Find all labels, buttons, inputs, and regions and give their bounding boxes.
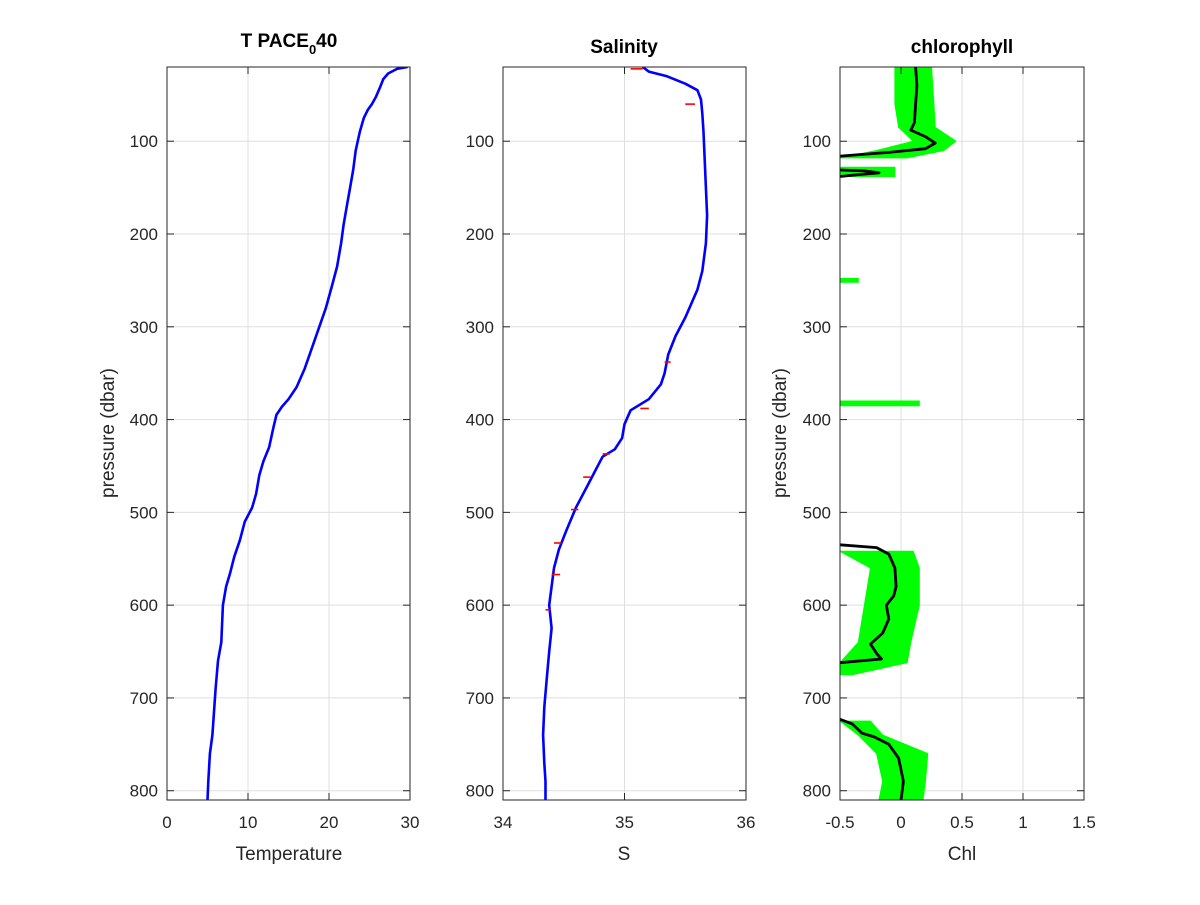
temperature-xtick-label: 20	[320, 813, 339, 832]
salinity-xlabel: S	[618, 844, 631, 865]
temperature-ytick-label: 100	[130, 132, 158, 151]
chlorophyll-xtick-label: 0.5	[950, 813, 974, 832]
temperature-axes-frame	[166, 66, 411, 801]
salinity-xtick-label: 34	[494, 813, 513, 832]
chl-smoothed-line	[840, 168, 881, 178]
chl-smoothed-line	[840, 543, 898, 665]
chlorophyll-ytick-label: 700	[803, 689, 831, 708]
chlorophyll-ytick-label: 500	[803, 503, 831, 522]
salinity-xtick-label: 36	[737, 813, 756, 832]
temperature-xlabel: Temperature	[236, 844, 343, 865]
salinity-ytick-label: 400	[466, 411, 494, 430]
chlorophyll-ytick-label: 800	[803, 782, 831, 801]
salinity-xtick-label: 35	[615, 813, 634, 832]
salinity-ticks: 34 35 36 100 200 300 400 500 600 700 800	[466, 67, 756, 832]
temperature-xtick-label: 30	[401, 813, 420, 832]
temperature-ytick-label: 300	[130, 318, 158, 337]
temperature-xtick-label: 0	[162, 813, 171, 832]
chlorophyll-ytick-label: 600	[803, 596, 831, 615]
salinity-ytick-label: 700	[466, 689, 494, 708]
salinity-ytick-label: 200	[466, 225, 494, 244]
chl-envelope	[840, 550, 920, 676]
salinity-ytick-label: 500	[466, 503, 494, 522]
temperature-plot-area	[206, 67, 408, 800]
chlorophyll-ticks: -0.5 0 0.5 1 1.5 100 200 300 400 500 600 700 800	[803, 67, 1096, 832]
temperature-ticks: 0 10 20 30 100 200 300 400 500 600 700 800	[130, 67, 420, 832]
chl-envelope	[840, 400, 920, 407]
chlorophyll-xtick-label: -0.5	[825, 813, 854, 832]
chlorophyll-xtick-label: 1	[1018, 813, 1027, 832]
temperature-ytick-label: 800	[130, 782, 158, 801]
chl-smoothed-line	[840, 67, 937, 158]
chlorophyll-ytick-label: 100	[803, 132, 831, 151]
temperature-panel: T PACE040 Temperature pressure (dbar) 0 1…	[98, 31, 419, 865]
chl-smoothed-line	[840, 717, 905, 800]
chl-envelope	[840, 720, 929, 800]
chlorophyll-title: chlorophyll	[911, 37, 1013, 58]
chlorophyll-xtick-label: 1.5	[1072, 813, 1096, 832]
salinity-plot-area	[541, 67, 709, 800]
chlorophyll-ytick-label: 400	[803, 411, 831, 430]
chlorophyll-ylabel: pressure (dbar)	[770, 368, 791, 498]
temperature-grid	[166, 67, 411, 800]
temperature-ytick-label: 700	[130, 689, 158, 708]
salinity-ytick-label: 600	[466, 596, 494, 615]
temperature-xtick-label: 10	[239, 813, 258, 832]
salinity-ytick-label: 800	[466, 782, 494, 801]
salinity-ytick-label: 100	[466, 132, 494, 151]
chlorophyll-ytick-label: 300	[803, 318, 831, 337]
chl-envelope	[840, 67, 957, 159]
chlorophyll-panel: chlorophyll Chl pressure (dbar) -0.5 0 0.5…	[770, 37, 1096, 865]
chlorophyll-plot-area	[840, 67, 957, 800]
salinity-ytick-label: 300	[466, 318, 494, 337]
chlorophyll-xtick-label: 0	[896, 813, 905, 832]
salinity-grid	[502, 67, 747, 800]
salinity-panel: Salinity S 34 35 36 100 200 300 400 500 600 700 80…	[466, 37, 756, 865]
temperature-ytick-label: 400	[130, 411, 158, 430]
temperature-ytick-label: 600	[130, 596, 158, 615]
salinity-profile-line	[541, 67, 709, 800]
chlorophyll-ytick-label: 200	[803, 225, 831, 244]
temperature-ytick-label: 500	[130, 503, 158, 522]
chlorophyll-xlabel: Chl	[948, 844, 977, 865]
temperature-title: T PACE040	[241, 31, 338, 57]
temperature-ylabel: pressure (dbar)	[98, 368, 119, 498]
temperature-ytick-label: 200	[130, 225, 158, 244]
salinity-title: Salinity	[590, 37, 658, 58]
chl-envelope	[840, 278, 859, 283]
temperature-profile-line	[206, 67, 408, 800]
